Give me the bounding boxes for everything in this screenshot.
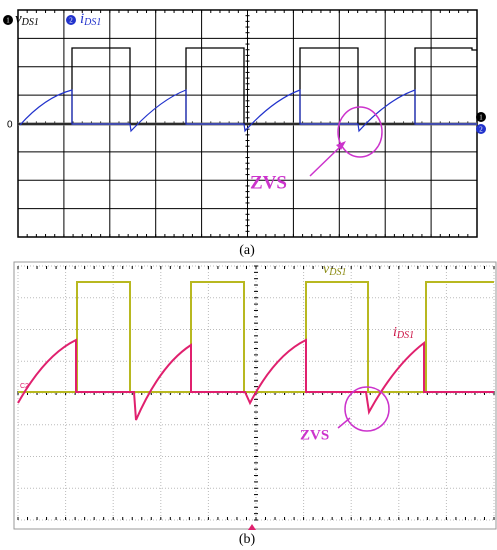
arrow-head: [336, 141, 346, 150]
symbol: i: [393, 325, 397, 340]
subscript: DS1: [328, 267, 346, 278]
current-trace: [17, 338, 494, 421]
current-label: iDS1: [393, 325, 414, 341]
annotation: ZVS: [300, 427, 329, 443]
voltage-label: vDS1: [323, 262, 346, 278]
symbol: v: [15, 11, 22, 27]
symbol: i: [80, 11, 84, 27]
annotation: ZVS: [250, 172, 287, 193]
arrow: [337, 417, 351, 429]
legend-marker-label: 1: [6, 17, 10, 25]
subscript: DS1: [83, 17, 101, 28]
zvs-circle: [344, 386, 390, 432]
trigger-marker: [248, 524, 256, 530]
caption: (b): [239, 532, 256, 547]
marker: [476, 124, 486, 134]
subscript: DS1: [396, 330, 414, 341]
caption: (a): [239, 243, 255, 258]
zero-label: 0: [7, 120, 13, 131]
marker: [476, 112, 486, 122]
legend-marker-label: 2: [69, 17, 73, 25]
arrow: [309, 144, 343, 177]
legend-label: vDS1: [15, 11, 39, 28]
zvs-circle: [337, 106, 383, 158]
voltage-trace: [18, 47, 477, 125]
current-trace: [19, 89, 477, 133]
legend-marker: [66, 15, 76, 25]
marker-label: 1: [479, 114, 483, 122]
legend-label: iDS1: [80, 11, 101, 28]
subscript: DS1: [21, 17, 39, 28]
marker-label: 2: [479, 126, 483, 134]
channel-label: C2: [20, 383, 29, 390]
legend-marker: [3, 15, 13, 25]
symbol: v: [323, 262, 330, 277]
voltage-trace: [18, 281, 494, 393]
